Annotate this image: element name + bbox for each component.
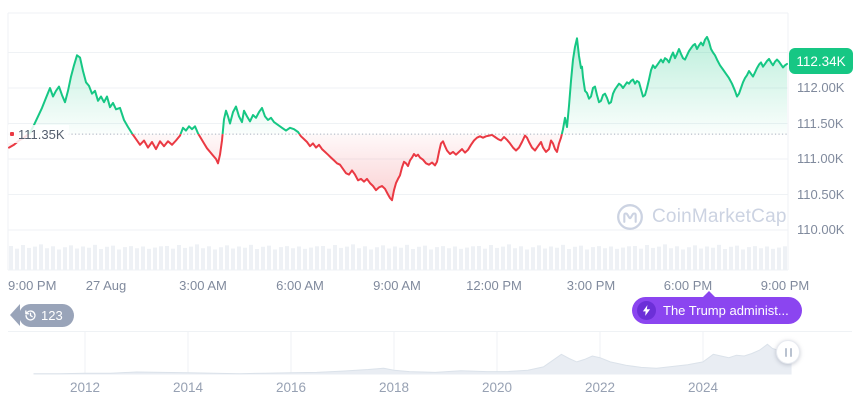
y-axis-tick: 111.50K [797,115,844,131]
navigator-year-tick: 2014 [172,380,204,395]
news-ticker-button[interactable]: The Trump administ... [632,291,802,324]
history-clock-icon [24,309,37,322]
x-axis-tick: 6:00 AM [276,278,324,293]
navigator-year-tick: 2012 [69,380,101,395]
y-axis-tick: 110.50K [797,186,845,202]
watermark-text: CoinMarketCap [652,206,787,227]
drag-handle-icon [789,347,792,357]
baseline-price-label: 111.35K [8,125,69,143]
news-bolt-icon [637,301,656,320]
baseline-price-value: 111.35K [18,126,65,142]
navigator-year-tick: 2020 [481,380,513,395]
navigator-year-tick: 2022 [584,380,616,395]
time-axis[interactable]: 9:00 PM 27 Aug 3:00 AM 6:00 AM 9:00 AM 12:00 … [0,278,860,296]
x-axis-tick: 27 Aug [85,278,127,293]
x-axis-tick: 9:00 AM [373,278,421,293]
current-price-badge: 112.34K [789,48,853,74]
navigator-year-axis: 2012 2014 2016 2018 2020 2022 2024 [0,380,860,398]
coinmarketcap-watermark: CoinMarketCap [616,203,787,231]
drag-handle-icon [784,347,787,357]
x-axis-tick: 9:00 PM [760,278,810,293]
y-axis-tick: 112.00K [797,80,845,95]
navigator-year-tick: 2024 [687,380,719,395]
y-axis-tick: 111.00K [797,151,844,166]
navigator-year-tick: 2016 [275,380,307,395]
y-axis-tick: 110.00K [797,222,845,237]
date-range-navigator[interactable] [8,331,852,376]
history-count-label: 123 [41,308,63,323]
x-axis-tick: 9:00 PM [8,278,57,293]
navigator-year-tick: 2018 [378,380,410,395]
news-ticker-label: The Trump administ... [663,303,789,318]
price-axis[interactable]: 112.50K112.00K111.50K111.00K110.50K110.0… [797,0,857,270]
coinmarketcap-logo-icon [616,203,644,231]
baseline-marker-icon [10,132,14,136]
navigator-resize-handle[interactable] [776,340,800,364]
x-axis-tick: 6:00 PM [663,278,713,293]
x-axis-tick: 3:00 PM [566,278,616,293]
x-axis-tick: 3:00 AM [179,278,227,293]
history-count-button[interactable]: 123 [10,304,74,327]
x-axis-tick: 12:00 PM [466,278,522,293]
